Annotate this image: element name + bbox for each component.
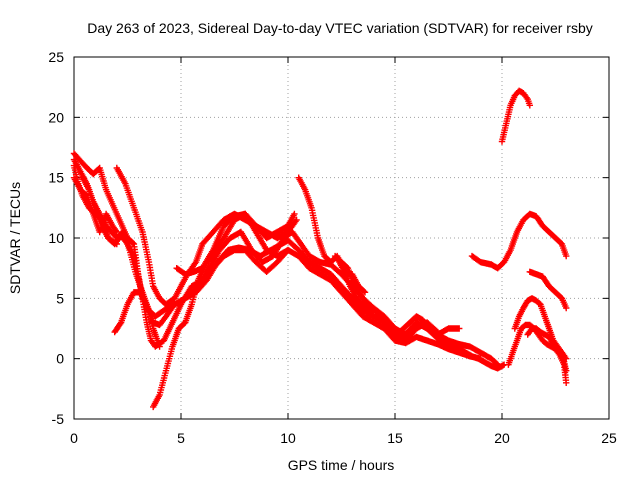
chart-title: Day 263 of 2023, Sidereal Day-to-day VTE… [87,20,593,36]
x-axis-title: GPS time / hours [288,457,395,473]
series-sat-l [331,252,369,296]
series-sat-q [526,268,570,312]
y-axis-title: SDTVAR / TECUs [7,182,23,294]
y-tick-label: -5 [52,411,65,427]
data-point-markers [331,252,369,296]
data-point-markers [526,268,570,312]
series-sat-h [150,210,292,411]
y-tick-label: 5 [56,290,64,306]
y-tick-label: 25 [48,49,64,65]
data-point-markers [524,325,570,374]
axis-ticks: 0 5 10 15 20 25 -5 0 5 10 15 20 25 [48,49,617,446]
y-tick-label: 0 [56,351,64,367]
data-point-markers [79,174,120,248]
series-sat-g [111,289,163,350]
y-tick-label: 10 [48,230,64,246]
y-tick-label: 20 [48,109,64,125]
x-tick-label: 10 [280,430,296,446]
series-sat-i [173,210,300,278]
series-sat-e [79,174,120,248]
series-sat-r [524,325,570,374]
x-tick-label: 25 [601,430,617,446]
x-tick-label: 0 [70,430,78,446]
data-point-markers [173,210,300,278]
data-point-markers [150,210,292,411]
data-points [70,87,570,411]
x-tick-label: 20 [494,430,510,446]
data-point-markers [468,210,570,272]
series-sat-m [468,210,570,272]
y-tick-label: 15 [48,170,64,186]
x-tick-label: 5 [177,430,185,446]
x-tick-label: 15 [387,430,403,446]
series-sat-n [498,87,533,145]
data-point-markers [498,87,533,145]
grid [74,57,609,419]
data-point-markers [111,289,163,350]
